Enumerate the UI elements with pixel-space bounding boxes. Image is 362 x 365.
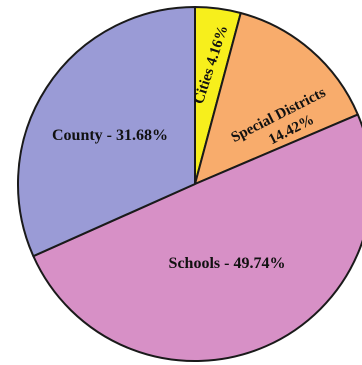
pie-slice-schools: [32, 113, 362, 362]
pie-slice-special-districts: [194, 12, 359, 185]
label-county: County - 31.68%: [52, 127, 168, 144]
pie-slice-county: [17, 6, 196, 258]
label-schools: Schools - 49.74%: [169, 255, 286, 272]
pie-slices: [17, 6, 362, 362]
